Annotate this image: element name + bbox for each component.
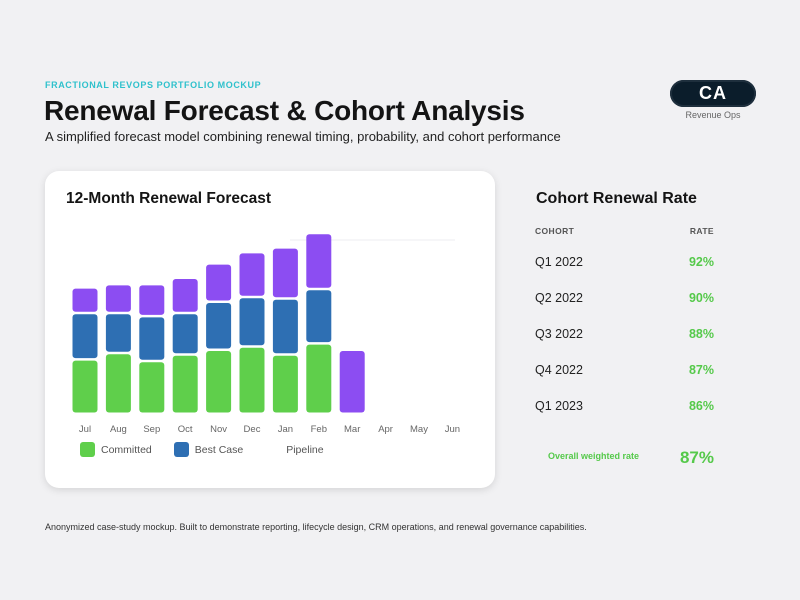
bar-committed-sep bbox=[139, 362, 165, 413]
x-tick-label: Aug bbox=[110, 424, 127, 435]
bar-committed-oct bbox=[172, 355, 198, 413]
legend-swatch-pipeline bbox=[265, 442, 280, 457]
bar-best-case-jul bbox=[72, 314, 98, 359]
x-tick-label: Sep bbox=[143, 424, 160, 435]
page-title: Renewal Forecast & Cohort Analysis bbox=[44, 95, 525, 126]
legend-item-committed: Committed bbox=[80, 442, 152, 457]
legend-item-pipeline: Pipeline bbox=[265, 442, 323, 457]
cohort-row-rate: 86% bbox=[688, 399, 714, 413]
bar-pipeline-jul bbox=[72, 288, 98, 312]
eyebrow: FRACTIONAL REVOPS PORTFOLIO MOCKUP bbox=[45, 80, 262, 90]
bar-pipeline-oct bbox=[172, 279, 198, 312]
x-tick-label: Dec bbox=[244, 424, 261, 435]
bar-best-case-nov bbox=[206, 303, 232, 349]
cohort-row-label: Q4 2022 bbox=[535, 363, 583, 377]
bar-best-case-aug bbox=[105, 314, 131, 352]
bar-pipeline-jan bbox=[272, 248, 298, 298]
bar-pipeline-sep bbox=[139, 285, 165, 315]
overall-rate-label: Overall weighted rate bbox=[548, 451, 640, 461]
bar-pipeline-dec bbox=[239, 253, 265, 296]
overall-rate-value: 87% bbox=[679, 448, 714, 467]
legend-swatch-best-case bbox=[173, 442, 189, 457]
x-tick-label: Nov bbox=[210, 424, 227, 435]
bar-best-case-sep bbox=[139, 317, 165, 360]
forecast-chart: Jul Aug Sep Oct Nov Dec Jan Feb Mar Apr May Jun bbox=[72, 234, 460, 435]
legend-label-committed: Committed bbox=[101, 443, 152, 456]
legend-item-best-case: Best Case bbox=[173, 442, 244, 457]
bar-pipeline-feb bbox=[306, 234, 332, 288]
cohort-row-rate: 87% bbox=[688, 363, 714, 377]
forecast-chart-card: 12-Month Renewal Forecast Jul Aug Sep Oct No… bbox=[45, 171, 495, 488]
x-tick-label: Jul bbox=[79, 424, 91, 435]
bar-committed-jul bbox=[72, 360, 98, 413]
chart-legend: Committed Best Case Pipeline bbox=[80, 442, 346, 457]
bar-committed-feb bbox=[306, 344, 332, 413]
footer-note: Anonymized case-study mockup. Built to d… bbox=[45, 522, 587, 532]
bar-best-case-oct bbox=[172, 314, 198, 354]
legend-swatch-committed bbox=[80, 442, 95, 457]
x-tick-label: Mar bbox=[344, 424, 360, 435]
legend-label-best-case: Best Case bbox=[194, 443, 244, 456]
x-tick-label: Oct bbox=[178, 424, 193, 435]
initials-badge: CA bbox=[670, 80, 756, 107]
bar-best-case-dec bbox=[239, 298, 265, 346]
cohort-row-rate: 92% bbox=[688, 255, 714, 269]
bar-pipeline-mar bbox=[339, 351, 365, 413]
x-tick-label: Jun bbox=[445, 424, 460, 435]
rate-column-header: RATE bbox=[689, 226, 714, 236]
cohort-row-label: Q3 2022 bbox=[535, 327, 583, 341]
x-tick-label: Apr bbox=[378, 424, 393, 435]
x-tick-label: Jan bbox=[278, 424, 293, 435]
bar-committed-jan bbox=[272, 355, 298, 413]
page-subtitle: A simplified forecast model combining re… bbox=[45, 129, 561, 144]
bar-best-case-jan bbox=[272, 299, 298, 354]
bar-pipeline-aug bbox=[105, 285, 131, 312]
cohort-row-rate: 90% bbox=[688, 291, 714, 305]
bar-best-case-feb bbox=[306, 290, 332, 343]
bar-committed-aug bbox=[105, 354, 131, 413]
legend-label-pipeline: Pipeline bbox=[286, 443, 324, 456]
cohort-panel-title: Cohort Renewal Rate bbox=[536, 190, 697, 207]
bar-pipeline-nov bbox=[206, 264, 232, 301]
cohort-row-label: Q1 2023 bbox=[535, 399, 583, 413]
bar-committed-dec bbox=[239, 347, 265, 413]
bar-committed-nov bbox=[206, 351, 232, 413]
cohort-row-label: Q1 2022 bbox=[535, 255, 583, 269]
cohort-row-label: Q2 2022 bbox=[535, 291, 583, 305]
x-tick-label: Feb bbox=[311, 424, 327, 435]
cohort-column-header: COHORT bbox=[535, 226, 575, 236]
cohort-row-rate: 88% bbox=[688, 327, 714, 341]
x-tick-label: May bbox=[410, 424, 428, 435]
badge-caption: Revenue Ops bbox=[685, 110, 741, 120]
chart-title: 12-Month Renewal Forecast bbox=[66, 190, 271, 207]
